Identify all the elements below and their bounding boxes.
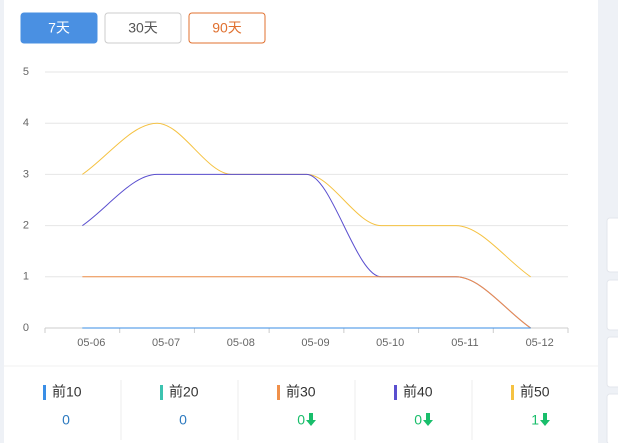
series-line (82, 276, 531, 329)
summary-name: 前30 (286, 384, 316, 400)
summary-value: 1 (531, 412, 539, 428)
x-tick-label: 05-11 (451, 337, 478, 349)
x-tick-label: 05-10 (376, 337, 404, 349)
summary-name: 前50 (520, 384, 550, 400)
range-button[interactable] (20, 12, 98, 44)
summary-color (394, 385, 397, 400)
side-card (606, 393, 618, 443)
summary-name: 前10 (52, 384, 82, 400)
y-tick-label: 1 (23, 271, 29, 283)
range-button[interactable] (104, 12, 182, 44)
x-tick-label: 05-09 (301, 337, 329, 349)
side-card (606, 336, 618, 388)
y-tick-label: 5 (23, 66, 29, 78)
side-card (606, 279, 618, 331)
summary-color (511, 385, 514, 400)
trend-down-arrow (423, 413, 433, 426)
summary-name: 前20 (169, 384, 199, 400)
range-button-label[interactable]: 7天 (48, 20, 70, 36)
x-tick-label: 05-08 (227, 337, 255, 349)
summary-value: 0 (414, 412, 422, 428)
range-button[interactable] (188, 12, 266, 44)
x-tick-label: 05-06 (77, 337, 105, 349)
trend-down-arrow (306, 413, 316, 426)
summary-value: 0 (179, 412, 187, 428)
range-button-label[interactable]: 30天 (128, 20, 158, 36)
y-tick-label: 0 (23, 322, 29, 334)
summary-color (277, 385, 280, 400)
range-button-label[interactable]: 90天 (212, 20, 242, 36)
summary-value: 0 (62, 412, 70, 428)
y-tick-label: 4 (23, 117, 29, 129)
summary-color (160, 385, 163, 400)
x-tick-label: 05-12 (526, 337, 554, 349)
summary-value: 0 (297, 412, 305, 428)
summary-color (43, 385, 46, 400)
summary-name: 前40 (403, 384, 433, 400)
y-tick-label: 3 (23, 168, 29, 180)
side-card (606, 217, 618, 273)
y-tick-label: 2 (23, 220, 29, 232)
panel (4, 0, 598, 443)
trend-down-arrow (540, 413, 550, 426)
x-tick-label: 05-07 (152, 337, 180, 349)
